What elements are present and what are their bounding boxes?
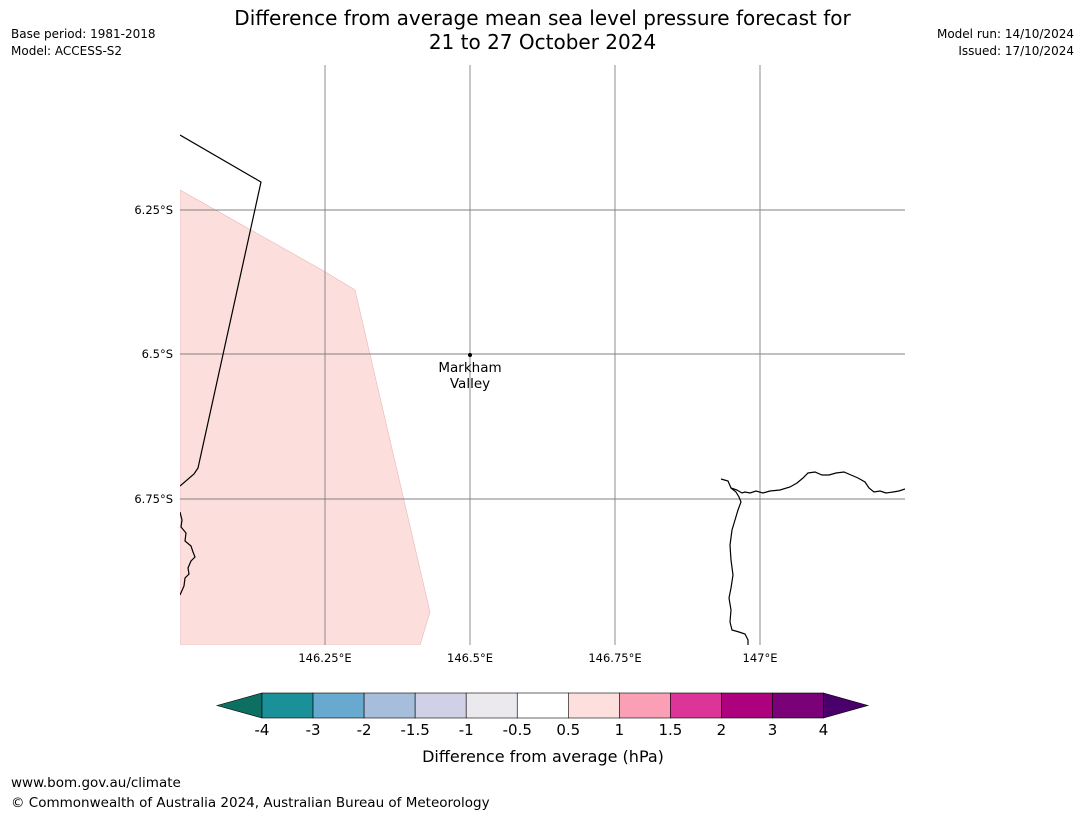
gridlines [180, 65, 905, 645]
location-label-line-2: Valley [450, 376, 490, 392]
colorbar-extend-low [215, 692, 263, 719]
colorbar-tick-label: 1 [615, 721, 625, 739]
colorbar-tick-label: -4 [255, 721, 270, 739]
colorbar-segment [772, 692, 824, 719]
title-line-1: Difference from average mean sea level p… [234, 6, 851, 30]
colorbar-extend-high [823, 692, 870, 719]
lon-label-147: 147°E [743, 651, 778, 665]
colorbar-label: Difference from average (hPa) [422, 747, 664, 766]
boundary-line [180, 134, 262, 487]
colorbar [215, 692, 870, 719]
colorbar-tick-label: 2 [717, 721, 727, 739]
colorbar-segment [363, 692, 416, 719]
colorbar-segment [670, 692, 722, 719]
lat-label-6-75: 6.75°S [134, 492, 173, 506]
lat-label-6-25: 6.25°S [134, 203, 173, 217]
location-label-line-1: Markham [438, 360, 501, 376]
base-period: Base period: 1981-2018 [11, 27, 156, 41]
footer-copyright: © Commonwealth of Australia 2024, Austra… [11, 795, 490, 811]
colorbar-segment [516, 692, 569, 719]
meta-left: Base period: 1981-2018 Model: ACCESS-S2 [11, 26, 156, 60]
lon-label-146-5: 146.5°E [447, 651, 493, 665]
colorbar-tick-label: -1.5 [401, 721, 430, 739]
anomaly-region [180, 189, 431, 645]
lon-label-146-75: 146.75°E [588, 651, 641, 665]
colorbar-tick-label: 3 [768, 721, 778, 739]
colorbar-tick-label: -0.5 [503, 721, 532, 739]
lat-label-6-5: 6.5°S [142, 347, 173, 361]
colorbar-tick-label: -3 [306, 721, 321, 739]
colorbar-tick-label: 0.5 [556, 721, 580, 739]
colorbar-segment [619, 692, 671, 719]
colorbar-tick-label: -2 [357, 721, 372, 739]
model-name: Model: ACCESS-S2 [11, 44, 123, 58]
map-title: Difference from average mean sea level p… [0, 6, 1085, 54]
colorbar-tick-label: -1 [459, 721, 474, 739]
coastlines [180, 134, 905, 645]
colorbar-ticks: -4 -3 -2 -1.5 -1 -0.5 0.5 1 1.5 2 3 4 [255, 721, 829, 739]
model-run: Model run: 14/10/2024 [936, 27, 1074, 41]
colorbar-segment [721, 692, 773, 719]
location-marker [468, 353, 472, 357]
footer-url: www.bom.gov.au/climate [11, 775, 181, 791]
colorbar-segment [414, 692, 467, 719]
coastline-west [180, 511, 196, 596]
colorbar-segment [312, 692, 365, 719]
meta-right: Model run: 14/10/2024 Issued: 17/10/2024 [937, 26, 1074, 60]
colorbar-tick-label: 4 [819, 721, 829, 739]
lon-label-146-25: 146.25°E [298, 651, 351, 665]
colorbar-segment [465, 692, 518, 719]
coastline-east [720, 471, 905, 494]
coastline-river [728, 487, 749, 645]
title-line-2: 21 to 27 October 2024 [428, 30, 657, 54]
colorbar-segment [567, 692, 620, 719]
issued-date: Issued: 17/10/2024 [958, 44, 1074, 58]
colorbar-tick-label: 1.5 [658, 721, 682, 739]
colorbar-segment [261, 692, 314, 719]
